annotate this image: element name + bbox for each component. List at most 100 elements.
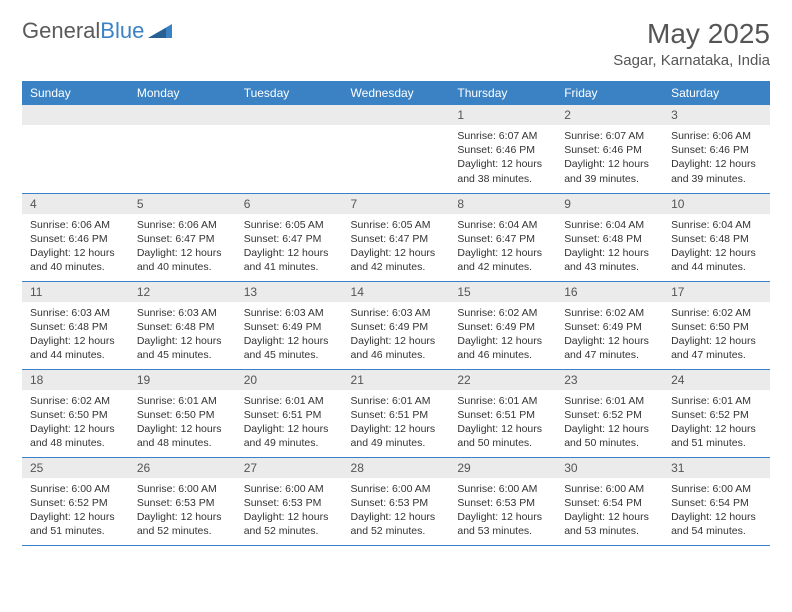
daylight-text: Daylight: 12 hours and 49 minutes. (244, 422, 335, 450)
daylight-text: Daylight: 12 hours and 40 minutes. (137, 246, 228, 274)
sunset-text: Sunset: 6:46 PM (671, 143, 762, 157)
day-number: 28 (343, 458, 450, 478)
day-content: Sunrise: 6:04 AMSunset: 6:48 PMDaylight:… (663, 214, 770, 281)
calendar-cell: 4Sunrise: 6:06 AMSunset: 6:46 PMDaylight… (22, 193, 129, 281)
sunrise-text: Sunrise: 6:01 AM (671, 394, 762, 408)
logo-text-blue: Blue (100, 18, 144, 44)
sunrise-text: Sunrise: 6:04 AM (564, 218, 655, 232)
day-number: 31 (663, 458, 770, 478)
daylight-text: Daylight: 12 hours and 39 minutes. (671, 157, 762, 185)
sunrise-text: Sunrise: 6:00 AM (137, 482, 228, 496)
day-content: Sunrise: 6:06 AMSunset: 6:46 PMDaylight:… (663, 125, 770, 192)
sunset-text: Sunset: 6:49 PM (351, 320, 442, 334)
sunset-text: Sunset: 6:48 PM (137, 320, 228, 334)
calendar-cell (236, 105, 343, 193)
sunrise-text: Sunrise: 6:05 AM (244, 218, 335, 232)
day-number: 12 (129, 282, 236, 302)
daylight-text: Daylight: 12 hours and 53 minutes. (564, 510, 655, 538)
daylight-text: Daylight: 12 hours and 50 minutes. (457, 422, 548, 450)
sunset-text: Sunset: 6:50 PM (671, 320, 762, 334)
sunrise-text: Sunrise: 6:01 AM (457, 394, 548, 408)
day-content: Sunrise: 6:01 AMSunset: 6:52 PMDaylight:… (663, 390, 770, 457)
sunset-text: Sunset: 6:47 PM (244, 232, 335, 246)
calendar-cell: 6Sunrise: 6:05 AMSunset: 6:47 PMDaylight… (236, 193, 343, 281)
sunrise-text: Sunrise: 6:00 AM (671, 482, 762, 496)
day-content: Sunrise: 6:00 AMSunset: 6:53 PMDaylight:… (236, 478, 343, 545)
day-number: 10 (663, 194, 770, 214)
day-content: Sunrise: 6:04 AMSunset: 6:47 PMDaylight:… (449, 214, 556, 281)
sunrise-text: Sunrise: 6:02 AM (30, 394, 121, 408)
sunrise-text: Sunrise: 6:03 AM (137, 306, 228, 320)
day-number: 16 (556, 282, 663, 302)
sunset-text: Sunset: 6:46 PM (564, 143, 655, 157)
day-content: Sunrise: 6:05 AMSunset: 6:47 PMDaylight:… (343, 214, 450, 281)
sunset-text: Sunset: 6:53 PM (137, 496, 228, 510)
day-number: 30 (556, 458, 663, 478)
day-number: 4 (22, 194, 129, 214)
calendar-head: SundayMondayTuesdayWednesdayThursdayFrid… (22, 81, 770, 105)
day-number: 18 (22, 370, 129, 390)
sunrise-text: Sunrise: 6:06 AM (137, 218, 228, 232)
sunrise-text: Sunrise: 6:04 AM (671, 218, 762, 232)
daylight-text: Daylight: 12 hours and 42 minutes. (457, 246, 548, 274)
day-content: Sunrise: 6:00 AMSunset: 6:53 PMDaylight:… (343, 478, 450, 545)
sunset-text: Sunset: 6:54 PM (564, 496, 655, 510)
calendar-row: 4Sunrise: 6:06 AMSunset: 6:46 PMDaylight… (22, 193, 770, 281)
sunrise-text: Sunrise: 6:00 AM (244, 482, 335, 496)
calendar-cell: 19Sunrise: 6:01 AMSunset: 6:50 PMDayligh… (129, 369, 236, 457)
calendar-cell: 10Sunrise: 6:04 AMSunset: 6:48 PMDayligh… (663, 193, 770, 281)
sunset-text: Sunset: 6:50 PM (30, 408, 121, 422)
day-header: Saturday (663, 81, 770, 105)
daylight-text: Daylight: 12 hours and 52 minutes. (351, 510, 442, 538)
sunrise-text: Sunrise: 6:05 AM (351, 218, 442, 232)
day-header: Wednesday (343, 81, 450, 105)
day-number: 7 (343, 194, 450, 214)
sunrise-text: Sunrise: 6:03 AM (351, 306, 442, 320)
calendar-row: 1Sunrise: 6:07 AMSunset: 6:46 PMDaylight… (22, 105, 770, 193)
header: GeneralBlue May 2025 Sagar, Karnataka, I… (22, 18, 770, 69)
sunrise-text: Sunrise: 6:01 AM (137, 394, 228, 408)
day-number: 5 (129, 194, 236, 214)
daylight-text: Daylight: 12 hours and 47 minutes. (671, 334, 762, 362)
day-number (236, 105, 343, 125)
calendar-table: SundayMondayTuesdayWednesdayThursdayFrid… (22, 81, 770, 546)
logo-triangle-icon (148, 20, 172, 43)
calendar-row: 11Sunrise: 6:03 AMSunset: 6:48 PMDayligh… (22, 281, 770, 369)
calendar-cell: 21Sunrise: 6:01 AMSunset: 6:51 PMDayligh… (343, 369, 450, 457)
daylight-text: Daylight: 12 hours and 50 minutes. (564, 422, 655, 450)
sunrise-text: Sunrise: 6:04 AM (457, 218, 548, 232)
daylight-text: Daylight: 12 hours and 39 minutes. (564, 157, 655, 185)
daylight-text: Daylight: 12 hours and 43 minutes. (564, 246, 655, 274)
sunrise-text: Sunrise: 6:00 AM (564, 482, 655, 496)
daylight-text: Daylight: 12 hours and 45 minutes. (244, 334, 335, 362)
day-content: Sunrise: 6:02 AMSunset: 6:49 PMDaylight:… (556, 302, 663, 369)
day-number: 17 (663, 282, 770, 302)
day-content: Sunrise: 6:02 AMSunset: 6:50 PMDaylight:… (22, 390, 129, 457)
day-content: Sunrise: 6:03 AMSunset: 6:48 PMDaylight:… (22, 302, 129, 369)
day-number: 14 (343, 282, 450, 302)
logo: GeneralBlue (22, 18, 172, 44)
day-content: Sunrise: 6:06 AMSunset: 6:47 PMDaylight:… (129, 214, 236, 281)
calendar-cell: 25Sunrise: 6:00 AMSunset: 6:52 PMDayligh… (22, 457, 129, 545)
day-content: Sunrise: 6:05 AMSunset: 6:47 PMDaylight:… (236, 214, 343, 281)
calendar-body: 1Sunrise: 6:07 AMSunset: 6:46 PMDaylight… (22, 105, 770, 545)
day-content: Sunrise: 6:00 AMSunset: 6:53 PMDaylight:… (449, 478, 556, 545)
sunrise-text: Sunrise: 6:07 AM (457, 129, 548, 143)
sunrise-text: Sunrise: 6:06 AM (30, 218, 121, 232)
sunrise-text: Sunrise: 6:02 AM (671, 306, 762, 320)
day-number: 2 (556, 105, 663, 125)
calendar-cell: 3Sunrise: 6:06 AMSunset: 6:46 PMDaylight… (663, 105, 770, 193)
day-content: Sunrise: 6:02 AMSunset: 6:49 PMDaylight:… (449, 302, 556, 369)
sunrise-text: Sunrise: 6:00 AM (30, 482, 121, 496)
daylight-text: Daylight: 12 hours and 40 minutes. (30, 246, 121, 274)
day-number: 25 (22, 458, 129, 478)
day-content: Sunrise: 6:03 AMSunset: 6:49 PMDaylight:… (343, 302, 450, 369)
day-number: 29 (449, 458, 556, 478)
calendar-cell: 5Sunrise: 6:06 AMSunset: 6:47 PMDaylight… (129, 193, 236, 281)
sunset-text: Sunset: 6:46 PM (457, 143, 548, 157)
calendar-cell: 24Sunrise: 6:01 AMSunset: 6:52 PMDayligh… (663, 369, 770, 457)
daylight-text: Daylight: 12 hours and 48 minutes. (137, 422, 228, 450)
sunrise-text: Sunrise: 6:02 AM (457, 306, 548, 320)
day-number: 21 (343, 370, 450, 390)
calendar-cell (129, 105, 236, 193)
